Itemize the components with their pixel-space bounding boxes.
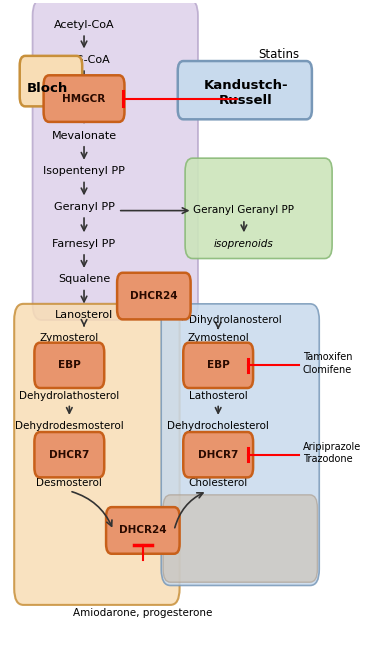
Text: Isopentenyl PP: Isopentenyl PP (43, 166, 125, 176)
FancyBboxPatch shape (178, 61, 312, 119)
Text: Amiodarone, progesterone: Amiodarone, progesterone (73, 608, 213, 618)
Text: Dehydrodesmosterol: Dehydrodesmosterol (15, 421, 124, 430)
FancyBboxPatch shape (106, 507, 180, 554)
FancyBboxPatch shape (14, 304, 180, 605)
Text: EBP: EBP (58, 360, 81, 370)
Text: HMGCR: HMGCR (63, 93, 106, 104)
FancyBboxPatch shape (20, 56, 82, 106)
Text: DHCR7: DHCR7 (49, 450, 89, 460)
Text: Zymosterol: Zymosterol (40, 332, 99, 343)
Text: Geranyl Geranyl PP: Geranyl Geranyl PP (193, 205, 294, 215)
FancyBboxPatch shape (34, 432, 104, 477)
Text: HMG-CoA: HMG-CoA (58, 55, 110, 65)
FancyBboxPatch shape (185, 158, 332, 259)
FancyBboxPatch shape (161, 304, 319, 586)
FancyBboxPatch shape (44, 75, 124, 122)
Text: Lanosterol: Lanosterol (55, 310, 113, 320)
FancyBboxPatch shape (34, 343, 104, 388)
Text: isoprenoids: isoprenoids (214, 239, 274, 249)
Text: Desmosterol: Desmosterol (36, 478, 102, 488)
Text: Farnesyl PP: Farnesyl PP (52, 238, 116, 249)
Text: Mevalonate: Mevalonate (52, 131, 117, 140)
Text: Kandustch-
Russell: Kandustch- Russell (204, 80, 288, 108)
Text: Aripiprazole
Trazodone: Aripiprazole Trazodone (303, 441, 361, 464)
Text: EBP: EBP (207, 360, 230, 370)
Text: Cholesterol: Cholesterol (189, 478, 248, 488)
FancyBboxPatch shape (117, 273, 191, 319)
Text: Dihydrolanosterol: Dihydrolanosterol (190, 315, 282, 325)
Text: Zymostenol: Zymostenol (187, 332, 249, 343)
Ellipse shape (260, 60, 287, 83)
Text: Lathosterol: Lathosterol (189, 390, 247, 401)
FancyBboxPatch shape (163, 495, 318, 582)
FancyBboxPatch shape (33, 0, 198, 320)
Text: DHCR24: DHCR24 (130, 291, 178, 301)
Text: DHCR24: DHCR24 (119, 526, 167, 535)
Text: Dehydrolathosterol: Dehydrolathosterol (19, 390, 119, 401)
Text: Bloch: Bloch (27, 82, 68, 95)
Text: Dehydrocholesterol: Dehydrocholesterol (167, 421, 269, 430)
Text: Tamoxifen
Clomifene: Tamoxifen Clomifene (303, 352, 352, 375)
FancyBboxPatch shape (183, 432, 253, 477)
FancyBboxPatch shape (183, 343, 253, 388)
Text: Statins: Statins (258, 48, 299, 61)
Text: DHCR7: DHCR7 (198, 450, 238, 460)
Text: Squalene: Squalene (58, 274, 110, 284)
Text: Acetyl-CoA: Acetyl-CoA (54, 20, 114, 30)
Ellipse shape (275, 68, 301, 90)
Text: Geranyl PP: Geranyl PP (53, 202, 114, 212)
